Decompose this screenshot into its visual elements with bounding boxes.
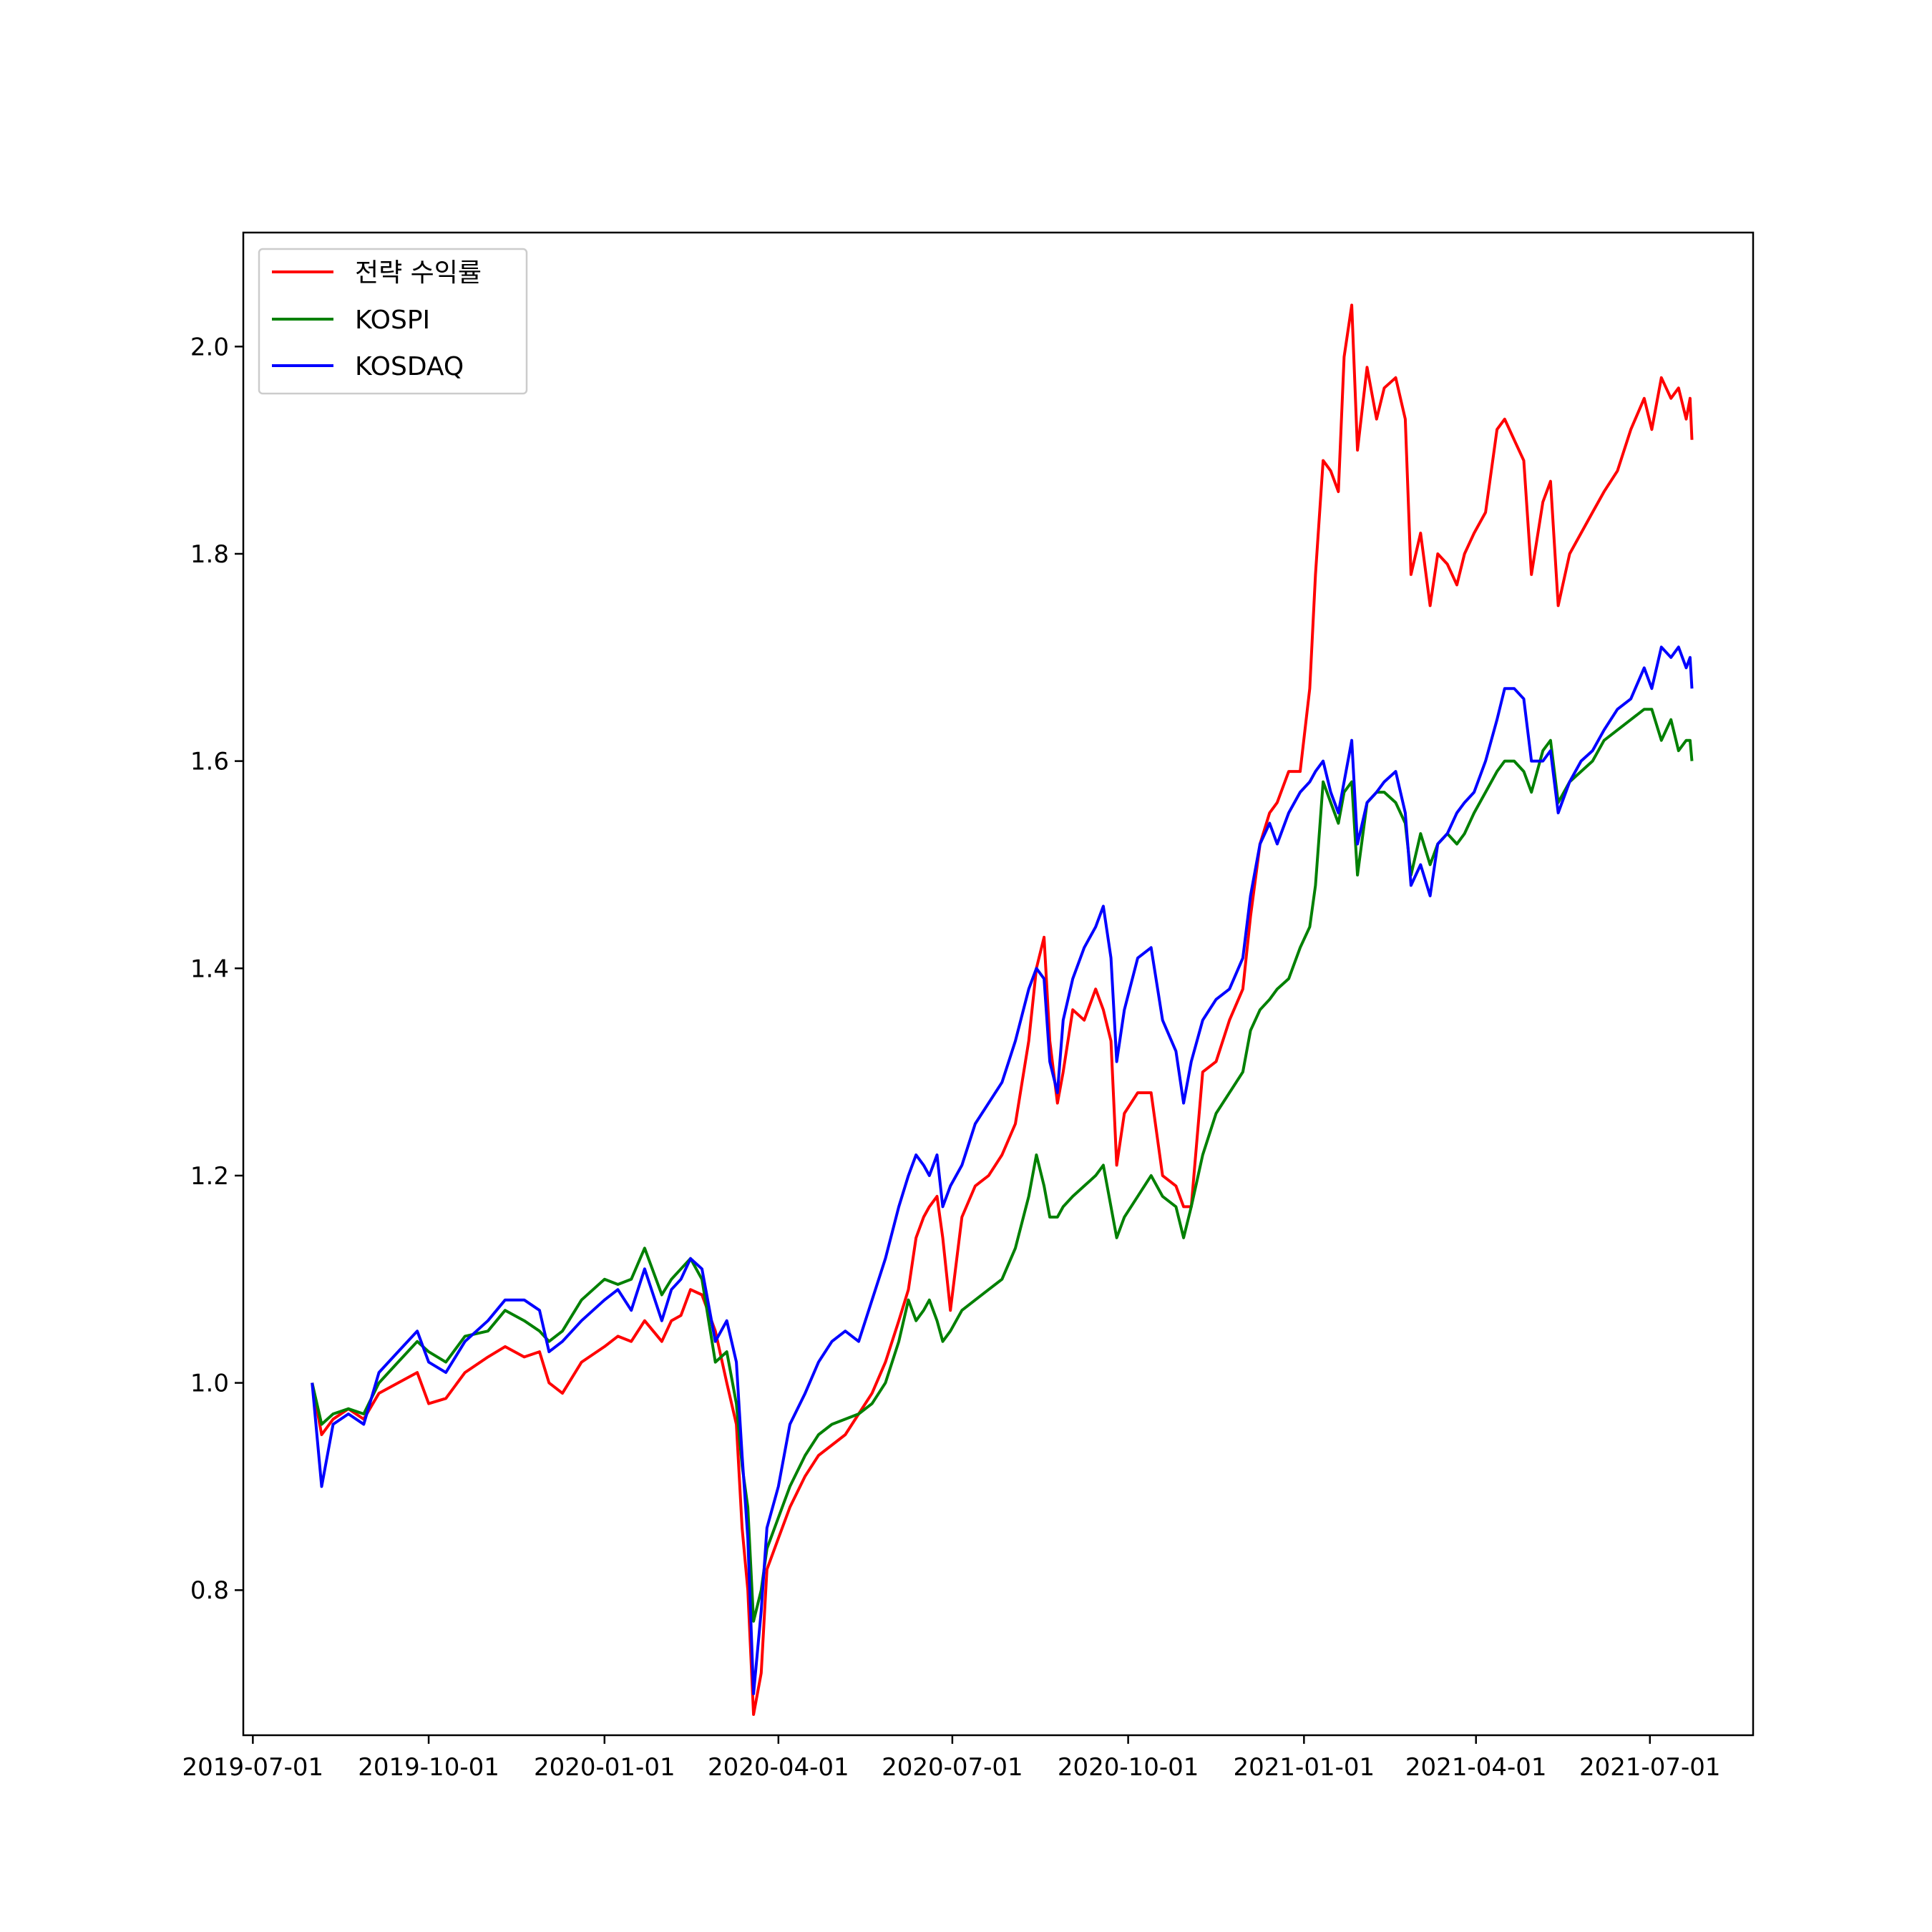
legend-box (258, 248, 528, 395)
y-tick-label-3: 1.4 (190, 955, 229, 983)
y-tick-label-0: 0.8 (190, 1576, 229, 1605)
legend-label-strategy: 전략 수익률 (355, 258, 482, 288)
series-line-2 (311, 645, 1694, 1696)
legend-label-kospi: KOSPI (355, 306, 430, 335)
y-tick-label-5: 1.8 (190, 540, 229, 569)
x-tick-label-0: 2019-07-01 (182, 1753, 324, 1782)
x-tick-label-6: 2021-01-01 (1234, 1753, 1375, 1782)
x-axis: 2019-07-01 2019-10-01 2020-01-01 2020-04-01… (182, 1735, 1721, 1782)
x-tick-label-1: 2019-10-01 (358, 1753, 499, 1782)
y-tick-label-6: 2.0 (190, 333, 229, 361)
x-tick-label-2: 2020-01-01 (534, 1753, 675, 1782)
x-tick-label-8: 2021-07-01 (1579, 1753, 1721, 1782)
legend: 전략 수익률 KOSPI KOSDAQ (258, 248, 528, 395)
plot-frame (242, 231, 1755, 1737)
x-tick-label-5: 2020-10-01 (1058, 1753, 1199, 1782)
series-line-0 (311, 303, 1694, 1716)
legend-label-kosdaq: KOSDAQ (355, 352, 464, 381)
y-axis: 0.8 1.0 1.2 1.4 1.6 1.8 2.0 (190, 333, 243, 1605)
x-tick-label-7: 2021-04-01 (1405, 1753, 1547, 1782)
series-line-1 (311, 708, 1694, 1623)
y-tick-label-1: 1.0 (190, 1370, 229, 1398)
y-tick-label-2: 1.2 (190, 1162, 229, 1191)
y-tick-label-4: 1.6 (190, 748, 229, 776)
x-tick-label-3: 2020-04-01 (708, 1753, 849, 1782)
x-tick-label-4: 2020-07-01 (882, 1753, 1023, 1782)
series-layer (311, 303, 1694, 1716)
